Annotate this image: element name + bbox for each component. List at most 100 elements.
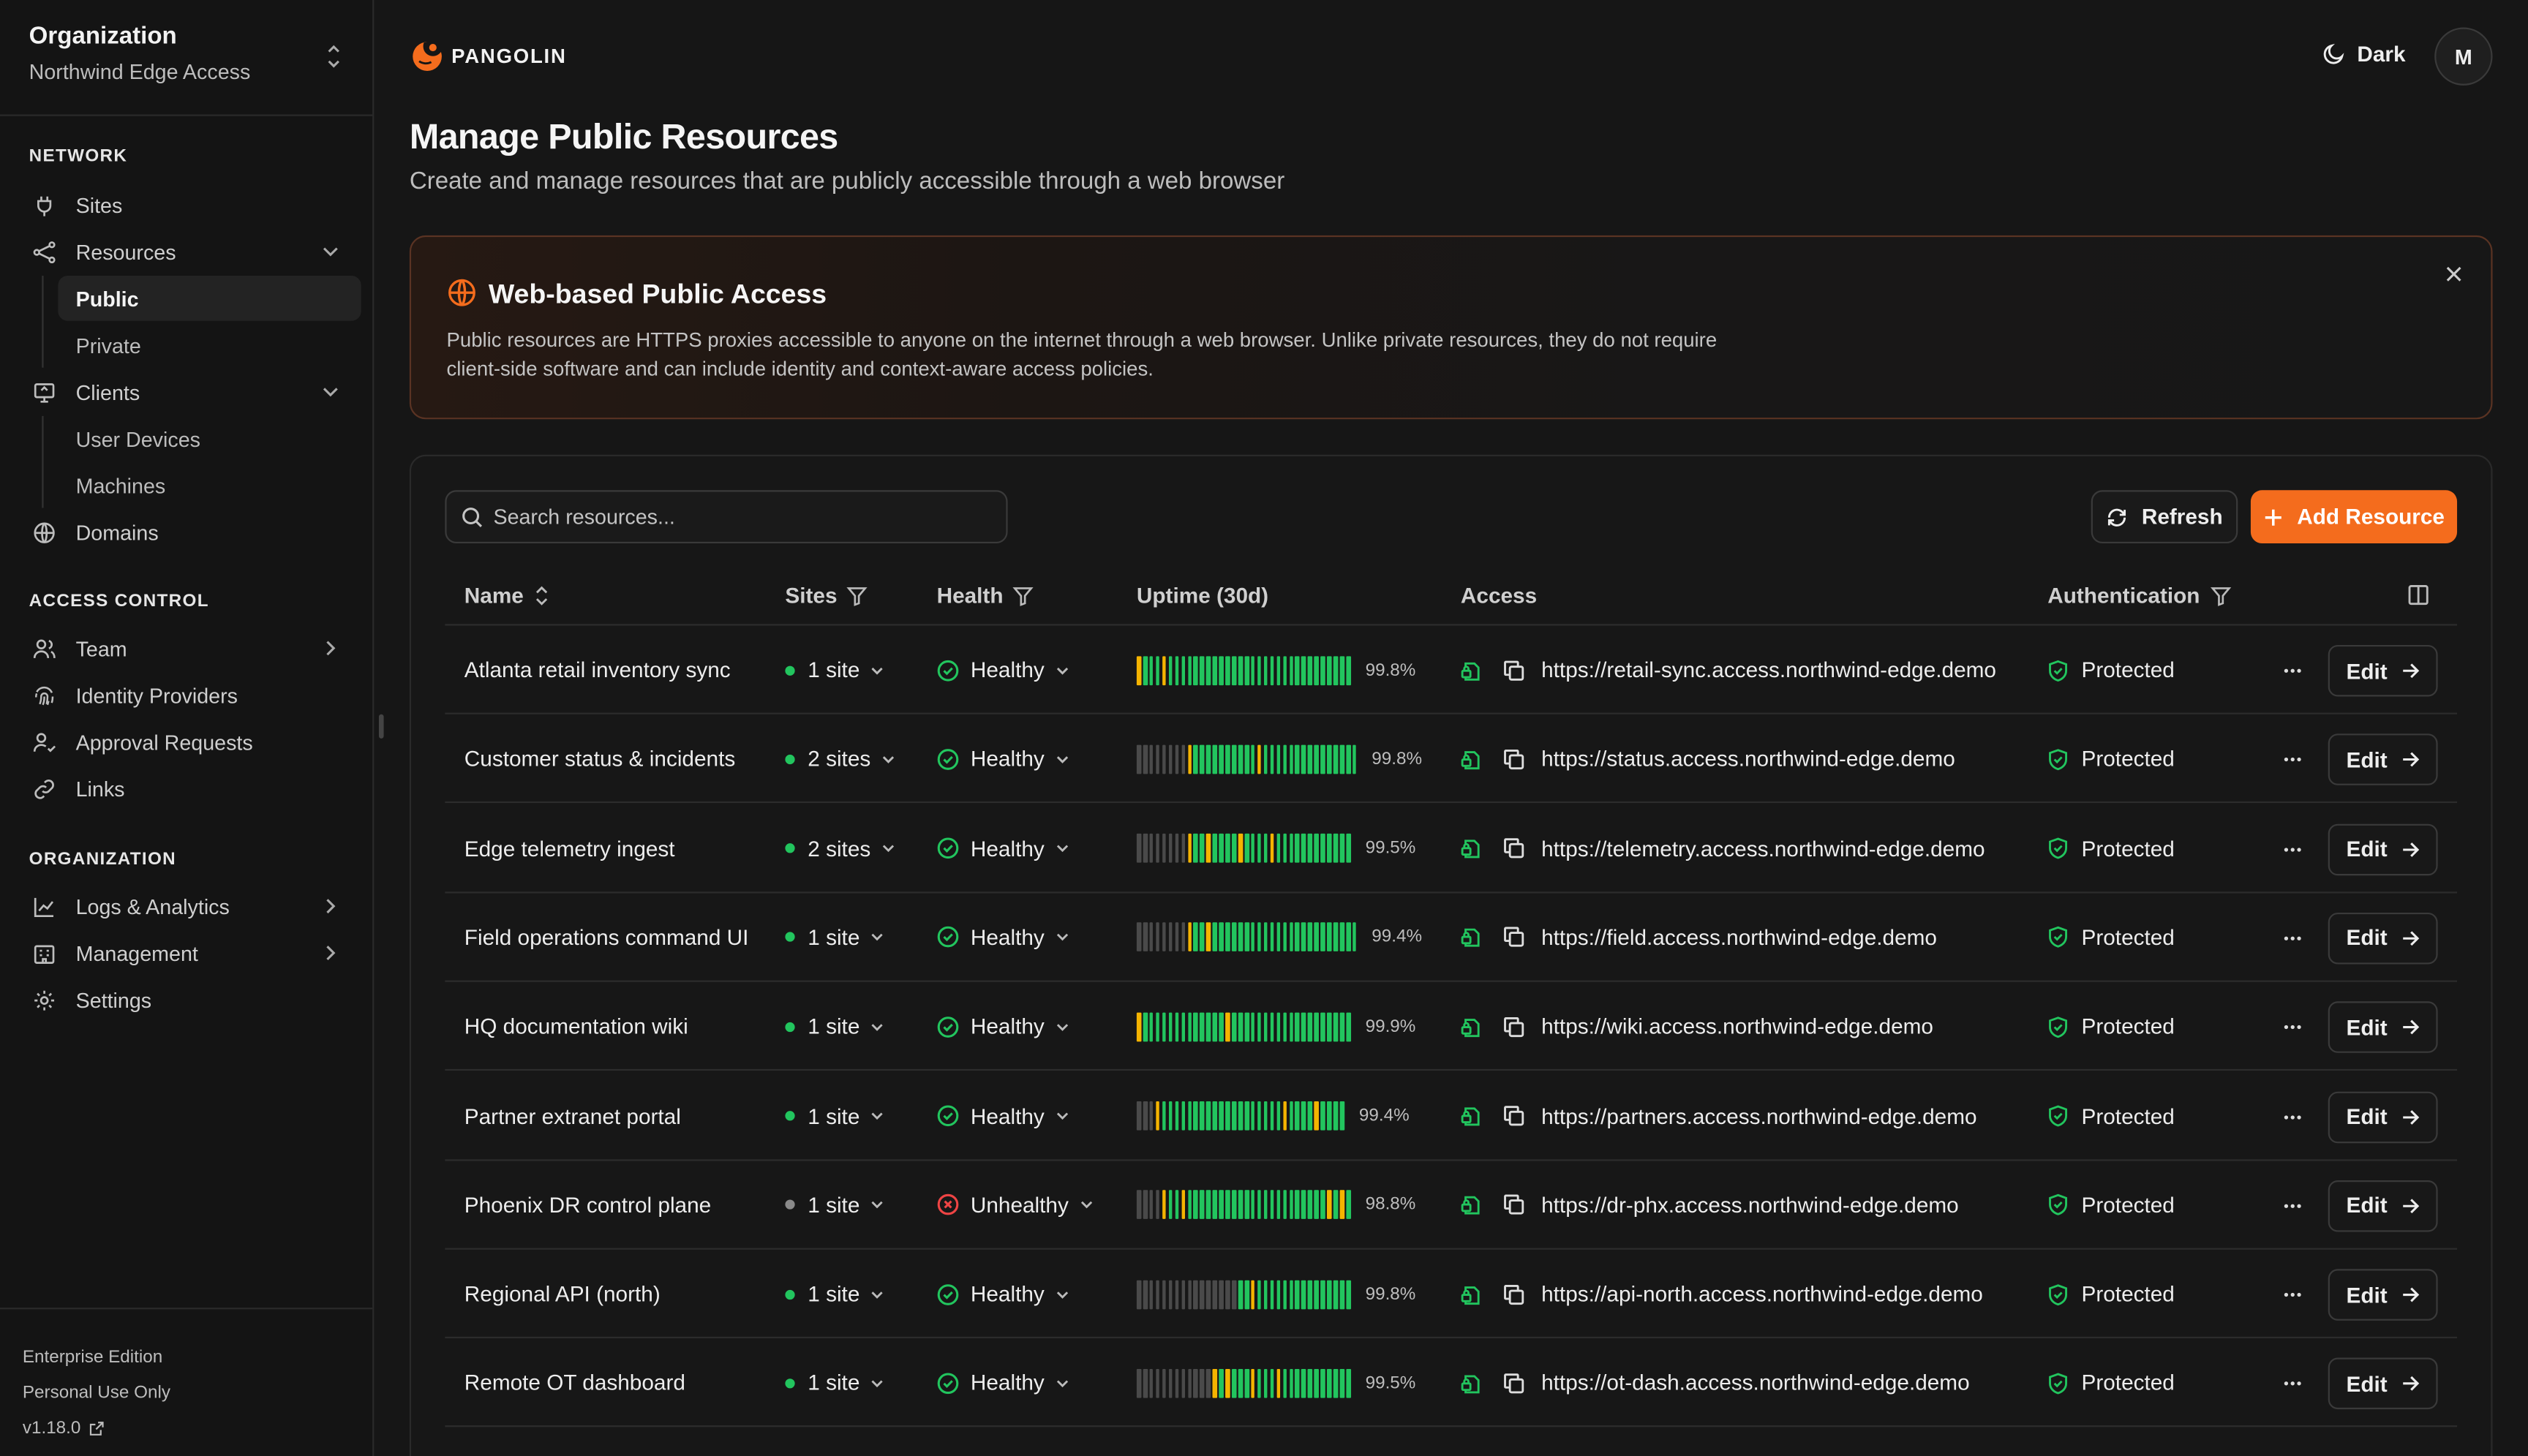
health-dropdown[interactable]: Healthy — [937, 1339, 1069, 1427]
more-horizontal-icon[interactable] — [2281, 1105, 2304, 1128]
resource-name[interactable]: Partner extranet portal — [464, 1104, 681, 1128]
resource-url[interactable]: https://api-north.access.northwind-edge.… — [1541, 1282, 1983, 1307]
edit-button[interactable]: Edit — [2328, 1090, 2438, 1143]
theme-toggle[interactable]: Dark — [2322, 42, 2406, 66]
close-icon[interactable] — [2444, 265, 2463, 284]
edit-button[interactable]: Edit — [2328, 823, 2438, 875]
table-row[interactable]: Regional API (north) 1 site Healthy 99.8… — [445, 1250, 2458, 1339]
add-resource-button[interactable]: Add Resource — [2250, 490, 2458, 544]
more-horizontal-icon[interactable] — [2281, 838, 2304, 861]
sidebar-item-logs-analytics[interactable]: Logs & Analytics — [19, 883, 361, 929]
resource-url[interactable]: https://field.access.northwind-edge.demo — [1541, 925, 1937, 950]
health-dropdown[interactable]: Healthy — [937, 1250, 1069, 1338]
resource-url[interactable]: https://telemetry.access.northwind-edge.… — [1541, 836, 1985, 861]
resource-name[interactable]: Customer status & incidents — [464, 747, 736, 772]
table-row[interactable]: Edge telemetry ingest 2 sites Healthy 99… — [445, 804, 2458, 893]
resource-url[interactable]: https://ot-dash.access.northwind-edge.de… — [1541, 1371, 1970, 1396]
table-row[interactable]: HQ documentation wiki 1 site Healthy 99.… — [445, 982, 2458, 1071]
column-sites[interactable]: Sites — [785, 584, 868, 608]
edit-button[interactable]: Edit — [2328, 644, 2438, 697]
more-horizontal-icon[interactable] — [2281, 1373, 2304, 1395]
sites-dropdown[interactable]: 1 site — [785, 1071, 884, 1160]
resource-url[interactable]: https://retail-sync.access.northwind-edg… — [1541, 657, 1996, 682]
sites-dropdown[interactable]: 1 site — [785, 626, 884, 714]
resource-name[interactable]: Edge telemetry ingest — [464, 836, 675, 861]
sites-dropdown[interactable]: 2 sites — [785, 804, 895, 892]
brand[interactable]: PANGOLIN — [410, 39, 567, 75]
more-horizontal-icon[interactable] — [2281, 660, 2304, 682]
resource-name[interactable]: Atlanta retail inventory sync — [464, 657, 731, 682]
copy-icon[interactable] — [1502, 1372, 1525, 1395]
more-horizontal-icon[interactable] — [2281, 927, 2304, 950]
column-name[interactable]: Name — [464, 584, 549, 608]
table-row[interactable]: Phoenix DR control plane 1 site Unhealth… — [445, 1161, 2458, 1250]
sidebar-item-management[interactable]: Management — [19, 930, 361, 976]
resource-name[interactable]: Remote OT dashboard — [464, 1371, 685, 1396]
sites-dropdown[interactable]: 1 site — [785, 982, 884, 1071]
sidebar-item-user-devices[interactable]: User Devices — [75, 426, 200, 451]
table-row[interactable]: Field operations command UI 1 site Healt… — [445, 893, 2458, 982]
health-dropdown[interactable]: Unhealthy — [937, 1161, 1093, 1249]
more-horizontal-icon[interactable] — [2281, 1016, 2304, 1039]
table-row[interactable]: Customer status & incidents 2 sites Heal… — [445, 714, 2458, 804]
table-row[interactable]: Partner extranet portal 1 site Healthy 9… — [445, 1071, 2458, 1161]
edit-button[interactable]: Edit — [2328, 1001, 2438, 1054]
more-horizontal-icon[interactable] — [2281, 749, 2304, 772]
resource-url[interactable]: https://dr-phx.access.northwind-edge.dem… — [1541, 1193, 1959, 1218]
edit-button[interactable]: Edit — [2328, 1269, 2438, 1321]
sidebar-item-domains[interactable]: Domains — [19, 510, 361, 555]
edit-button[interactable]: Edit — [2328, 733, 2438, 786]
sidebar-resize-handle[interactable] — [378, 714, 384, 739]
sidebar-item-public[interactable]: Public — [58, 276, 361, 321]
resource-name[interactable]: Phoenix DR control plane — [464, 1193, 712, 1218]
edit-button[interactable]: Edit — [2328, 912, 2438, 965]
copy-icon[interactable] — [1502, 1283, 1525, 1305]
copy-icon[interactable] — [1502, 1104, 1525, 1127]
sites-dropdown[interactable]: 1 site — [785, 1339, 884, 1427]
health-dropdown[interactable]: Healthy — [937, 982, 1069, 1071]
more-horizontal-icon[interactable] — [2281, 1283, 2304, 1306]
resource-url[interactable]: https://status.access.northwind-edge.dem… — [1541, 747, 1955, 772]
column-health[interactable]: Health — [937, 584, 1034, 608]
sidebar-item-machines[interactable]: Machines — [75, 473, 166, 498]
sidebar-item-team[interactable]: Team — [19, 626, 361, 671]
refresh-button[interactable]: Refresh — [2091, 490, 2238, 544]
column-authentication[interactable]: Authentication — [2047, 584, 2231, 608]
sidebar-item-approval-requests[interactable]: Approval Requests — [19, 719, 361, 764]
copy-icon[interactable] — [1502, 837, 1525, 860]
health-dropdown[interactable]: Healthy — [937, 893, 1069, 981]
edit-button[interactable]: Edit — [2328, 1358, 2438, 1410]
health-dropdown[interactable]: Healthy — [937, 1071, 1069, 1160]
sidebar-item-links[interactable]: Links — [19, 766, 361, 811]
sidebar-item-private[interactable]: Private — [75, 333, 141, 358]
resource-name[interactable]: HQ documentation wiki — [464, 1014, 688, 1039]
copy-icon[interactable] — [1502, 926, 1525, 948]
edit-button[interactable]: Edit — [2328, 1180, 2438, 1232]
table-row[interactable]: Atlanta retail inventory sync 1 site Hea… — [445, 626, 2458, 714]
sites-dropdown[interactable]: 1 site — [785, 893, 884, 981]
resource-name[interactable]: Field operations command UI — [464, 925, 749, 950]
resource-url[interactable]: https://partners.access.northwind-edge.d… — [1541, 1104, 1977, 1128]
avatar[interactable]: M — [2434, 27, 2493, 86]
copy-icon[interactable] — [1502, 1193, 1525, 1216]
copy-icon[interactable] — [1502, 748, 1525, 771]
sites-dropdown[interactable]: 2 sites — [785, 714, 895, 803]
copy-icon[interactable] — [1502, 1015, 1525, 1038]
health-dropdown[interactable]: Healthy — [937, 626, 1069, 714]
sidebar-item-resources[interactable]: Resources — [19, 229, 361, 274]
sidebar-item-sites[interactable]: Sites — [19, 182, 361, 227]
resource-name[interactable]: Regional API (north) — [464, 1282, 661, 1307]
sidebar-item-identity-providers[interactable]: Identity Providers — [19, 672, 361, 717]
copy-icon[interactable] — [1502, 659, 1525, 682]
more-horizontal-icon[interactable] — [2281, 1194, 2304, 1217]
search-field[interactable] — [445, 490, 1008, 544]
org-switcher[interactable]: Organization Northwind Edge Access — [0, 0, 373, 116]
sidebar-item-settings[interactable]: Settings — [19, 977, 361, 1022]
columns-icon[interactable] — [2407, 584, 2430, 606]
table-row[interactable]: Remote OT dashboard 1 site Healthy 99.5%… — [445, 1339, 2458, 1428]
health-dropdown[interactable]: Healthy — [937, 804, 1069, 892]
sites-dropdown[interactable]: 1 site — [785, 1161, 884, 1249]
sites-dropdown[interactable]: 1 site — [785, 1250, 884, 1338]
health-dropdown[interactable]: Healthy — [937, 714, 1069, 803]
resource-url[interactable]: https://wiki.access.northwind-edge.demo — [1541, 1014, 1933, 1039]
